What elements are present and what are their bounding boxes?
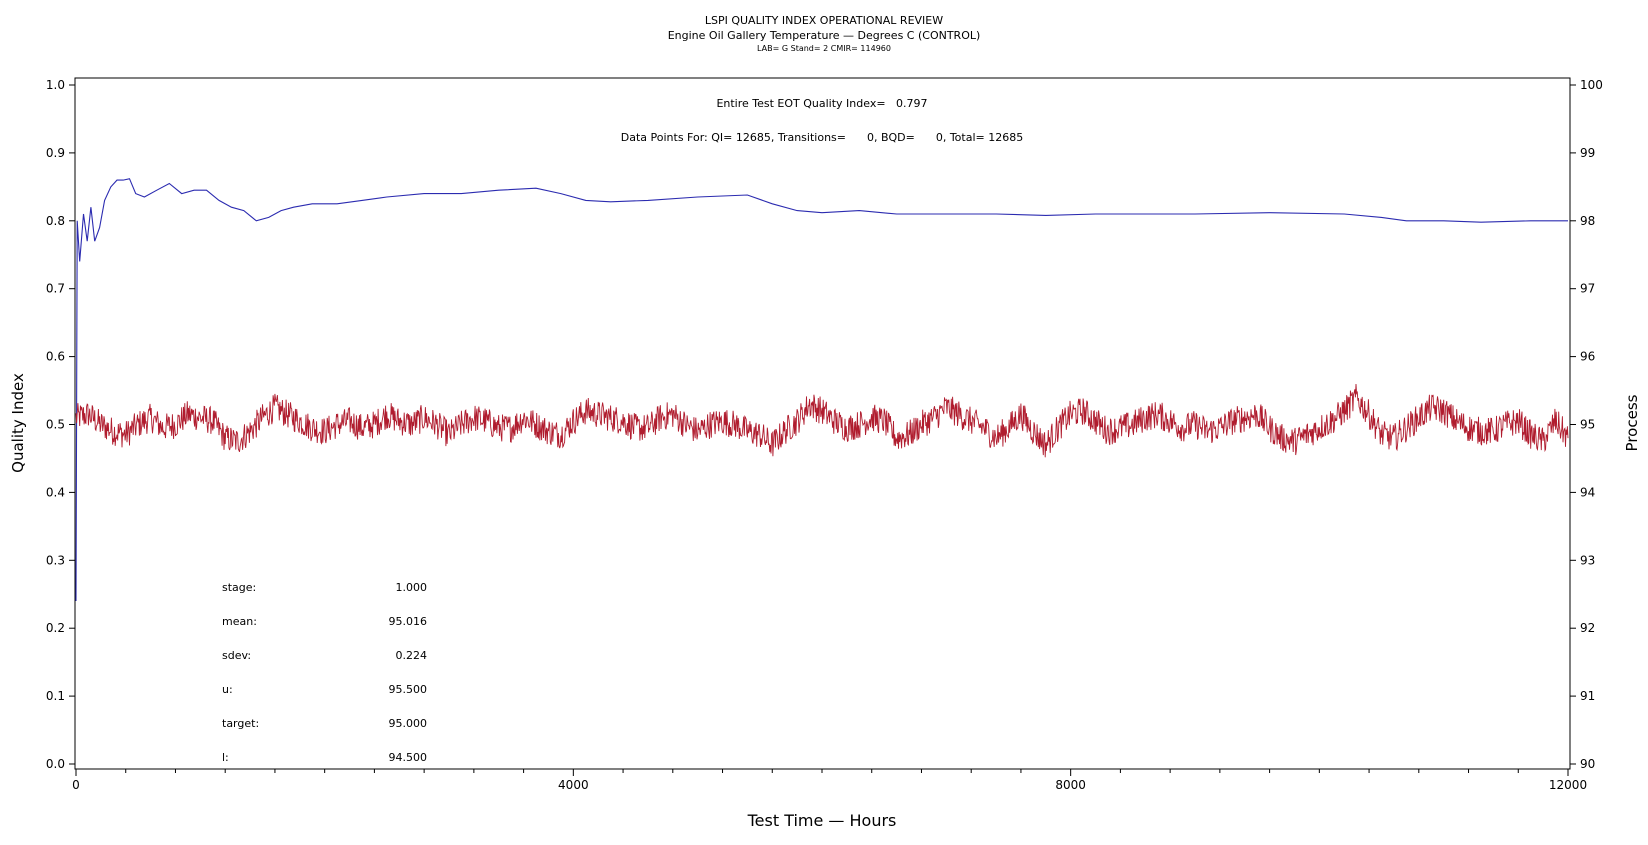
axes: 0.0 0.1 0.2 0.3 0.4 0.5 0.6 0.7 0.8 0.9 1.0 90 91 92 9… (46, 78, 1603, 792)
series-layer (75, 178, 1569, 602)
stat-value: 95.500 (389, 683, 428, 696)
stat-value: 1.000 (396, 581, 428, 594)
y2-tick-label: 93 (1580, 553, 1595, 567)
qi-annotation: Entire Test EOT Quality Index= 0.797 (716, 97, 927, 110)
y2-tick-label: 97 (1580, 282, 1595, 296)
y2-tick-label: 98 (1580, 214, 1595, 228)
y-tick-label: 0.1 (46, 689, 65, 703)
y2-tick-label: 90 (1580, 757, 1595, 771)
x-tick-label: 4000 (558, 778, 589, 792)
stat-value: 95.000 (389, 717, 428, 730)
y-tick-label: 0.2 (46, 621, 65, 635)
stat-value: 0.224 (396, 649, 428, 662)
stat-label: target: (222, 717, 259, 730)
y2-tick-label: 94 (1580, 485, 1595, 499)
x-tick-label: 0 (72, 778, 80, 792)
y-tick-label: 0.8 (46, 214, 65, 228)
x-tick-label: 12000 (1549, 778, 1587, 792)
y-tick-label: 0.6 (46, 350, 65, 364)
stat-label: mean: (222, 615, 257, 628)
data-points-annotation: Data Points For: QI= 12685, Transitions=… (621, 131, 1023, 144)
y-tick-label: 0.9 (46, 146, 65, 160)
y-tick-label: 1.0 (46, 78, 65, 92)
y2-axis-label: Process (1623, 394, 1641, 451)
y-tick-label: 0.7 (46, 282, 65, 296)
y2-tick-label: 92 (1580, 621, 1595, 635)
x-axis-label: Test Time — Hours (747, 811, 897, 830)
stat-label: stage: (222, 581, 256, 594)
chart-title: LSPI QUALITY INDEX OPERATIONAL REVIEW (704, 14, 944, 27)
y2-tick-label: 91 (1580, 689, 1595, 703)
stat-value: 94.500 (389, 751, 428, 764)
y-tick-label: 0.5 (46, 418, 65, 432)
stat-label: sdev: (222, 649, 251, 662)
y2-tick-label: 99 (1580, 146, 1595, 160)
quality-index-series-line (75, 178, 1568, 602)
stats-table: stage: 1.000 mean: 95.016 sdev: 0.224 u: 95.500… (222, 581, 427, 764)
y-tick-label: 0.3 (46, 553, 65, 567)
x-tick-label: 8000 (1055, 778, 1086, 792)
chart-subtitle: Engine Oil Gallery Temperature — Degrees… (667, 29, 981, 42)
stat-label: u: (222, 683, 233, 696)
stat-value: 95.016 (389, 615, 428, 628)
process-series-line (75, 383, 1569, 458)
stat-label: l: (222, 751, 229, 764)
y2-tick-label: 96 (1580, 350, 1595, 364)
y-tick-label: 0.4 (46, 485, 65, 499)
y2-tick-label: 100 (1580, 78, 1603, 92)
y-axis-label: Quality Index (9, 373, 27, 473)
y-tick-label: 0.0 (46, 757, 65, 771)
chart-meta: LAB= G Stand= 2 CMIR= 114960 (757, 44, 891, 53)
y2-tick-label: 95 (1580, 418, 1595, 432)
